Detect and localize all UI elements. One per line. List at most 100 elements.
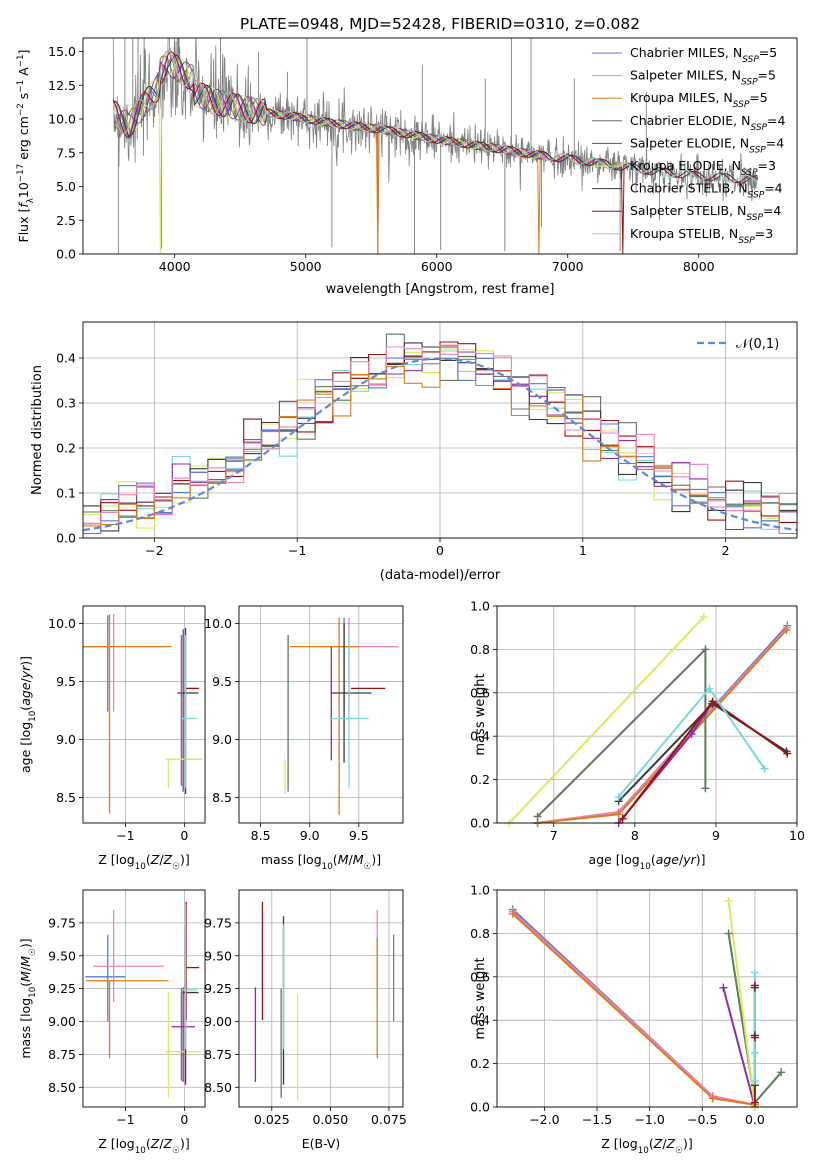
x-tick-label: 8.5	[251, 828, 271, 843]
y-tick-label: 8.5	[56, 790, 76, 805]
x-tick-label: 7	[550, 828, 558, 843]
y-tick-label: 0.4	[56, 351, 76, 366]
axes-age-vs-Z: −1 0 8.5 9.0 9.5 10.0 Z [log10(Z/Z☉)] age [log1…	[18, 605, 206, 872]
axes-weight-vs-Z: −2.0 −1.5 −1.0 −0.5 0.0 0.0 0.2 0.4 0.6 0.8 1.0 Z […	[470, 883, 798, 1156]
y-tick-label: 1.0	[470, 883, 490, 898]
y-tick-label: 12.5	[48, 78, 76, 93]
model-spectrum-salpeter-stelib	[112, 51, 759, 254]
plot-area-mass-vs-Z	[85, 901, 201, 1098]
spectrum-legend: Chabrier MILES, NSSP=5 Salpeter MILES, NS…	[592, 45, 785, 246]
axes-frame	[496, 605, 798, 824]
model-spectrum-kroupa-stelib	[112, 48, 758, 183]
y-tick-label: 0.1	[56, 486, 76, 501]
weight-point-marker	[750, 981, 759, 990]
legend-label: Chabrier STELIB, NSSP=4	[630, 181, 783, 201]
y-tick-label: 9.5	[212, 674, 232, 689]
x-tick-label: 9	[712, 828, 720, 843]
weight-point-marker	[533, 812, 542, 821]
weight-point-marker	[750, 1076, 759, 1085]
weight-point-marker	[724, 896, 733, 905]
x-axis-label: E(B-V)	[302, 1136, 341, 1151]
weight-point-marker	[687, 730, 696, 739]
plot-area-residuals	[83, 333, 797, 535]
weight-line-salpeter-miles	[537, 627, 789, 823]
x-tick-label: 9.5	[349, 828, 369, 843]
y-tick-label: 0.0	[470, 1100, 490, 1115]
x-tick-label: 4000	[159, 259, 191, 274]
weight-point-marker	[777, 1068, 786, 1077]
weight-point-marker	[618, 814, 627, 823]
y-tick-label: 8.50	[48, 1080, 76, 1095]
x-tick-label: 10	[789, 828, 805, 843]
y-axis-label: mass [log10(M/M☉)]	[18, 938, 38, 1058]
x-tick-label: 9.0	[300, 828, 320, 843]
weight-point-marker	[760, 764, 769, 773]
x-tick-label: 6000	[421, 259, 453, 274]
y-axis-label: Normed distribution	[30, 365, 45, 495]
y-tick-label: 2.5	[56, 213, 76, 228]
weight-point-marker	[708, 1094, 717, 1103]
weight-point-marker	[708, 697, 717, 706]
axes-spectrum: 4000 5000 6000 7000 8000 0.0 2.5 5.0 7.5 10.0 12.5…	[16, 37, 798, 297]
x-axis-label: age [log10(age/yr)]	[588, 852, 705, 872]
y-tick-label: 0.0	[470, 816, 490, 831]
x-tick-label: 7000	[552, 259, 584, 274]
y-tick-label: 0.6	[470, 969, 490, 984]
axes-frame	[238, 605, 404, 824]
legend-label: Salpeter STELIB, NSSP=4	[630, 203, 781, 223]
x-tick-label: −1.0	[634, 1112, 664, 1127]
y-axis-label: Flux [fλ10−17 erg cm−2 s−1 A−1]	[16, 50, 36, 243]
x-tick-label: 5000	[290, 259, 322, 274]
axes-mass-vs-EBV: 0.025 0.050 0.075 8.50 8.75 9.00 9.25 9.50 9.75 E…	[204, 889, 407, 1151]
y-tick-label: 0.2	[56, 441, 76, 456]
x-tick-label: 2	[722, 543, 730, 558]
axes-frame	[82, 889, 206, 1108]
weight-point-marker	[614, 810, 623, 819]
x-axis-label: Z [log10(Z/Z☉)]	[98, 1136, 190, 1156]
weight-line-salpeter-miles	[512, 910, 756, 1106]
plot-area-mass-vs-EBV	[254, 901, 395, 1101]
normal-distribution-curve	[83, 357, 797, 532]
model-spectrum-kroupa-miles	[113, 49, 623, 254]
axes-frame	[82, 37, 798, 255]
legend-label: 𝒩(0,1)	[736, 337, 779, 352]
axes-frame	[82, 321, 798, 539]
y-tick-label: 0.4	[470, 1013, 490, 1028]
weight-point-marker	[750, 1048, 759, 1057]
y-tick-label: 9.25	[204, 981, 232, 996]
x-tick-label: 0	[180, 828, 188, 843]
weight-point-marker	[614, 792, 623, 801]
plot-area-weight-vs-Z	[512, 900, 782, 1107]
x-tick-label: −2	[145, 543, 163, 558]
residual-histogram-kroupa-miles	[83, 344, 797, 535]
y-tick-label: 8.75	[204, 1047, 232, 1062]
x-tick-label: 0.075	[371, 1112, 407, 1127]
y-axis-label: mass weight	[473, 673, 488, 755]
x-tick-label: −2.0	[529, 1112, 559, 1127]
y-tick-label: 9.0	[212, 732, 232, 747]
x-axis-label: mass [log10(M/M☉)]	[261, 852, 381, 872]
plot-area-spectrum	[112, 38, 759, 254]
weight-line-chabrier-elodie	[536, 646, 707, 818]
y-tick-label: 9.50	[48, 948, 76, 963]
y-tick-label: 9.0	[56, 732, 76, 747]
y-tick-label: 5.0	[56, 179, 76, 194]
model-spectrum-kroupa-elodie	[113, 58, 542, 254]
plot-area-weight-vs-age	[508, 616, 789, 823]
legend-label: Kroupa MILES, NSSP=5	[630, 90, 768, 110]
y-tick-label: 9.75	[204, 915, 232, 930]
y-tick-label: 7.5	[56, 145, 76, 160]
weight-point-marker	[699, 612, 708, 621]
x-axis-label: wavelength [Angstrom, rest frame]	[326, 282, 555, 297]
legend-label: Salpeter MILES, NSSP=5	[630, 68, 776, 88]
weight-point-marker	[782, 625, 791, 634]
y-tick-label: 0.2	[470, 772, 490, 787]
y-tick-label: 10.0	[48, 616, 76, 631]
weight-point-marker	[750, 1098, 759, 1107]
weight-line-kroupa-stelib	[617, 686, 766, 798]
model-spectrum-chabrier-elodie	[114, 55, 542, 160]
axes-age-vs-mass: 8.5 9.0 9.5 8.5 9.0 9.5 10.0 mass [log10(M/M☉)]	[204, 605, 404, 872]
weight-line-kroupa-elodie	[508, 616, 705, 823]
y-tick-label: 0.0	[56, 247, 76, 262]
